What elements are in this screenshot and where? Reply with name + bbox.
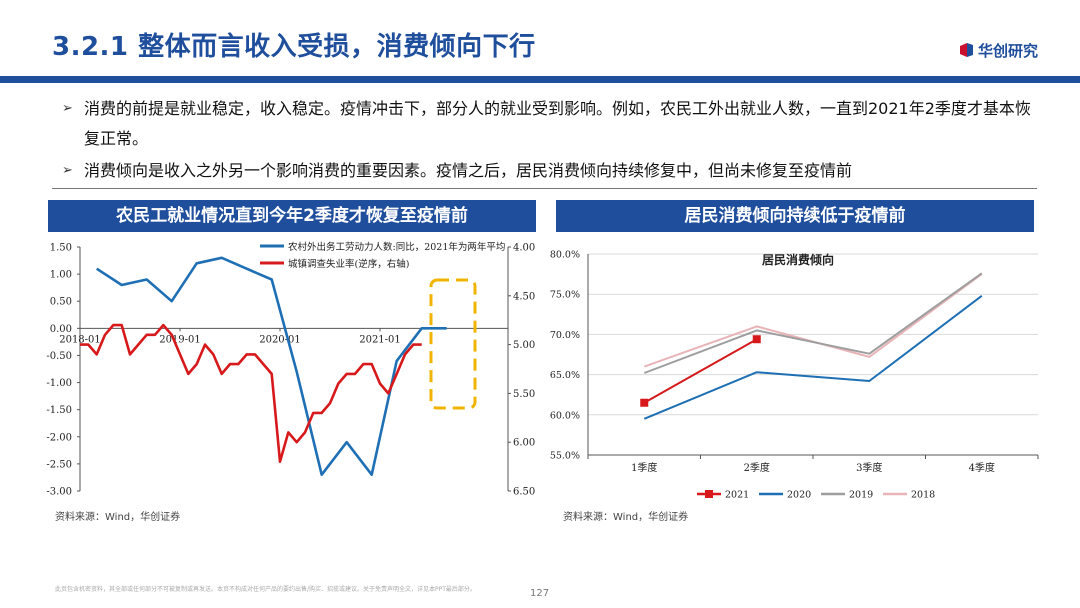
left-chart-title: 农民工就业情况直到今年2季度才恢复至疫情前 [48, 200, 536, 232]
y2-tick-label: 4.50 [513, 291, 535, 302]
bullet-text: 消费倾向是收入之外另一个影响消费的重要因素。疫情之后，居民消费倾向持续修复中，但… [84, 161, 853, 180]
y2-tick-label: 5.00 [513, 340, 535, 351]
bullet-arrow-icon: ➢ [62, 163, 73, 178]
y-tick-label: 70.0% [550, 330, 580, 341]
x-tick-label: 2021-01 [359, 334, 401, 345]
legend-label: 2019 [849, 490, 873, 501]
y-tick-label: -3.00 [46, 487, 72, 498]
series-2018 [643, 273, 983, 368]
bullet-text: 消费的前提是就业稳定，收入稳定。疫情冲击下，部分人的就业受到影响。例如，农民工外… [84, 99, 1031, 148]
header-bar [0, 76, 1080, 83]
legend-marker [705, 490, 713, 498]
x-tick-label: 2季度 [744, 461, 770, 474]
page-number: 127 [530, 588, 550, 599]
y2-tick-label: 6.00 [513, 438, 535, 449]
highlight-box [429, 278, 477, 410]
logo-text: 华创研究 [978, 41, 1039, 60]
y-tick-label: -2.50 [46, 459, 72, 470]
bullet-employment: ➢ 消费的前提是就业稳定，收入稳定。疫情冲击下，部分人的就业受到影响。例如，农民… [62, 94, 1042, 154]
y2-tick-label: 6.50 [513, 487, 535, 498]
legend-label: 2021 [725, 490, 749, 501]
brand-logo: 华创研究 [958, 40, 1038, 60]
series-2019 [643, 272, 983, 374]
series-unemployment-rate [80, 323, 422, 464]
section-divider [52, 188, 1037, 189]
y-tick-label: 65.0% [550, 370, 580, 381]
legend-label: 2020 [787, 490, 811, 501]
bullet-arrow-icon: ➢ [62, 101, 73, 116]
legend-label-migrant: 农村外出务工劳动力人数:同比，2021年为两年平均 [288, 241, 505, 253]
y2-tick-label: 5.50 [513, 389, 535, 400]
point-2021 [640, 398, 649, 407]
y-tick-label: 0.00 [50, 324, 72, 335]
disclaimer: 此页包含机密资料，其全部或任何部分不可被复制或再发送。本页不构成对任何产品的要约… [55, 586, 476, 593]
series-migrant-workers [95, 256, 447, 477]
x-tick-label: 2019-01 [159, 334, 201, 345]
logo-icon [960, 43, 973, 57]
right-source: 资料来源：Wind，华创证券 [563, 512, 689, 523]
y-tick-label: 60.0% [550, 410, 580, 421]
x-tick-label: 4季度 [969, 461, 995, 474]
y-tick-label: -0.50 [46, 351, 72, 362]
legend-label: 2018 [911, 490, 935, 501]
right-chart-title: 居民消费倾向持续低于疫情前 [556, 200, 1034, 232]
y-tick-label: -1.00 [46, 378, 72, 389]
y-tick-label: 1.00 [50, 270, 72, 281]
x-tick-label: 3季度 [856, 461, 882, 474]
series-2020 [643, 295, 983, 420]
y-tick-label: 80.0% [550, 250, 580, 261]
y-tick-label: 55.0% [550, 451, 580, 462]
page-title: 3.2.1 整体而言收入受损，消费倾向下行 [52, 32, 536, 62]
left-source: 资料来源：Wind，华创证券 [55, 512, 181, 523]
y-tick-label: -1.50 [46, 405, 72, 416]
x-tick-label: 2018-01 [59, 334, 101, 345]
chart-inner-title: 居民消费倾向 [762, 252, 834, 267]
x-tick-label: 1季度 [631, 461, 657, 474]
y-tick-label: 1.50 [50, 243, 72, 254]
point-2021 [752, 335, 761, 344]
y-tick-label: -2.00 [46, 432, 72, 443]
x-tick-label: 2020-01 [259, 334, 301, 345]
y-tick-label: 0.50 [50, 297, 72, 308]
y2-tick-label: 4.00 [513, 243, 535, 254]
series-2021 [643, 338, 758, 404]
legend-label-unemployment: 城镇调查失业率(逆序，右轴) [288, 258, 409, 270]
y-tick-label: 75.0% [550, 290, 580, 301]
bullet-propensity: ➢ 消费倾向是收入之外另一个影响消费的重要因素。疫情之后，居民消费倾向持续修复中… [62, 156, 1042, 186]
